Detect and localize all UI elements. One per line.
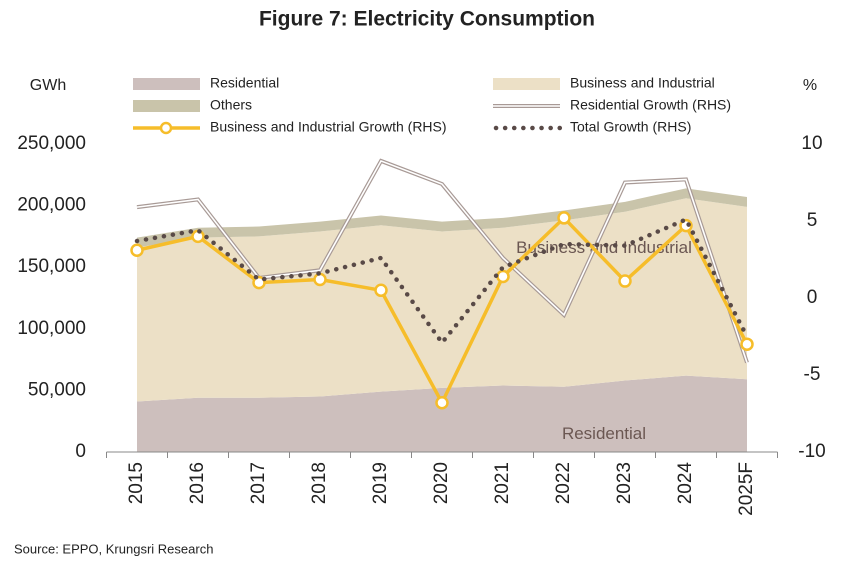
legend-label: Business and Industrial Growth (RHS) [210,119,447,135]
legend-label: Others [210,97,252,113]
x-tick-label: 2025F [736,462,757,516]
line-marker [740,337,754,351]
legend-label: Residential Growth (RHS) [570,97,731,113]
y2-tick-label: -5 [804,364,821,385]
x-tick-label: 2024 [675,462,696,505]
x-tick-label: 2021 [492,462,513,504]
area-label: Residential [562,424,646,443]
line-marker [252,275,266,290]
line-marker [374,283,388,298]
line-marker [130,243,144,258]
y-axis-label: GWh [30,77,66,94]
legend-label: Total Growth (RHS) [570,119,691,135]
x-tick-label: 2022 [553,462,574,504]
line-series-inner [136,159,748,363]
legend-item: Residential Growth (RHS) [493,97,731,113]
legend-swatch [133,78,200,90]
line-marker [313,272,327,287]
legend-item: Business and Industrial Growth (RHS) [133,119,447,135]
line-marker [618,274,632,288]
area [137,188,747,248]
line-marker [496,269,510,284]
legend-marker [159,121,173,135]
y-tick-label: 250,000 [17,133,86,154]
y2-tick-label: 10 [801,133,822,154]
legend-swatch [493,78,560,90]
y-tick-label: 200,000 [17,195,86,216]
legend-item: Total Growth (RHS) [493,119,691,135]
y2-tick-label: 5 [807,210,818,231]
chart-title: Figure 7: Electricity Consumption [259,8,595,31]
x-tick-label: 2023 [614,462,635,504]
x-tick-label: 2016 [187,462,208,504]
source-note: Source: EPPO, Krungsri Research [14,541,213,556]
legend-swatch [133,100,200,112]
legend-label: Residential [210,75,279,91]
line-marker [435,395,449,410]
y2-axis-label: % [803,77,817,94]
x-tick-label: 2015 [126,462,147,504]
legend-item: Business and Industrial [493,75,715,91]
y-tick-label: 100,000 [17,318,86,339]
x-tick-label: 2018 [309,462,330,504]
area [137,375,747,452]
line-marker [557,211,571,225]
y2-tick-label: -10 [798,441,825,462]
legend-item: Others [133,97,252,113]
y-tick-label: 0 [75,441,86,462]
area-label: Business and Industrial [516,238,692,257]
y-tick-label: 150,000 [17,256,86,277]
legend-item: Residential [133,75,279,91]
x-tick-label: 2017 [248,462,269,504]
legend-label: Business and Industrial [570,75,715,91]
x-tick-label: 2020 [431,462,452,504]
x-tick-label: 2019 [370,462,391,504]
y2-tick-label: 0 [807,287,818,308]
y-tick-label: 50,000 [28,379,86,400]
